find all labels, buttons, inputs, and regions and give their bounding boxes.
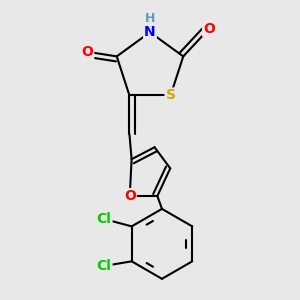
Text: S: S bbox=[166, 88, 176, 103]
Text: Cl: Cl bbox=[97, 259, 112, 273]
Text: O: O bbox=[203, 22, 215, 36]
Text: N: N bbox=[144, 25, 156, 39]
Text: O: O bbox=[124, 189, 136, 203]
Text: H: H bbox=[145, 12, 155, 25]
Text: Cl: Cl bbox=[97, 212, 112, 226]
Text: O: O bbox=[81, 45, 93, 59]
